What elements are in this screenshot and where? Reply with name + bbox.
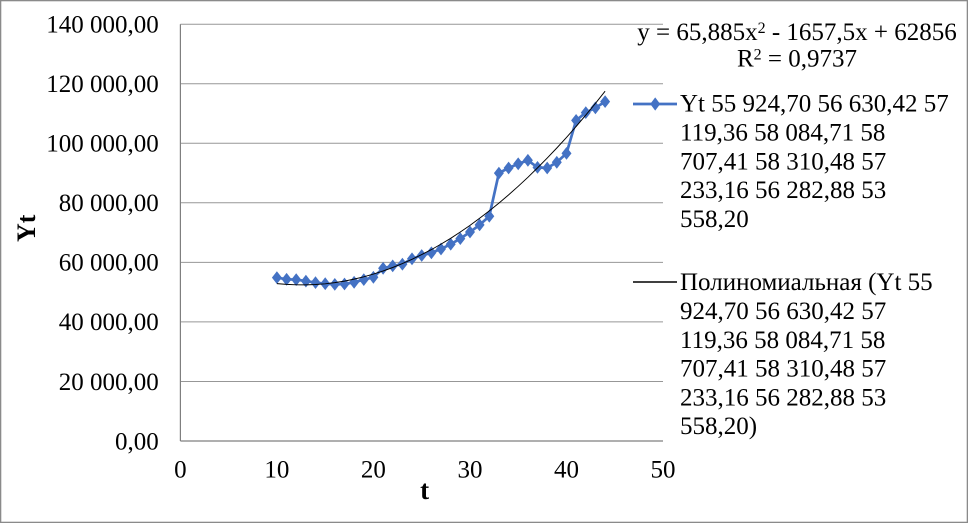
svg-text:Yt 55 924,70 56 630,42 57: Yt 55 924,70 56 630,42 57 — [680, 91, 949, 118]
svg-text:60 000,00: 60 000,00 — [59, 250, 159, 277]
svg-text:Полиномиальная (Yt 55: Полиномиальная (Yt 55 — [680, 269, 933, 296]
svg-text:30: 30 — [458, 457, 483, 484]
svg-text:R2 = 0,9737: R2 = 0,9737 — [737, 46, 857, 73]
svg-text:120 000,00: 120 000,00 — [46, 71, 159, 98]
svg-text:0,00: 0,00 — [115, 428, 159, 455]
svg-text:707,41 58 310,48 57: 707,41 58 310,48 57 — [680, 356, 886, 383]
svg-text:119,36 58 084,71 58: 119,36 58 084,71 58 — [680, 327, 885, 354]
svg-text:558,20): 558,20) — [680, 413, 757, 440]
svg-text:Yt: Yt — [12, 214, 41, 242]
svg-text:119,36 58 084,71 58: 119,36 58 084,71 58 — [680, 120, 885, 147]
svg-text:233,16 56 282,88 53: 233,16 56 282,88 53 — [680, 177, 886, 204]
svg-text:0: 0 — [174, 457, 187, 484]
svg-text:140 000,00: 140 000,00 — [46, 12, 159, 39]
svg-text:80 000,00: 80 000,00 — [59, 190, 159, 217]
svg-text:707,41 58 310,48 57: 707,41 58 310,48 57 — [680, 148, 886, 175]
svg-text:40 000,00: 40 000,00 — [59, 309, 159, 336]
svg-text:y = 65,885x2 - 1657,5x + 62856: y = 65,885x2 - 1657,5x + 62856 — [637, 19, 957, 46]
svg-text:20 000,00: 20 000,00 — [59, 369, 159, 396]
svg-text:40: 40 — [554, 457, 579, 484]
svg-text:233,16 56 282,88 53: 233,16 56 282,88 53 — [680, 384, 886, 411]
svg-text:50: 50 — [651, 457, 676, 484]
svg-text:558,20: 558,20 — [680, 206, 749, 233]
svg-text:100 000,00: 100 000,00 — [46, 131, 159, 158]
svg-text:10: 10 — [264, 457, 289, 484]
svg-text:t: t — [420, 475, 429, 505]
svg-text:924,70 56 630,42 57: 924,70 56 630,42 57 — [680, 298, 886, 325]
svg-text:20: 20 — [361, 457, 386, 484]
